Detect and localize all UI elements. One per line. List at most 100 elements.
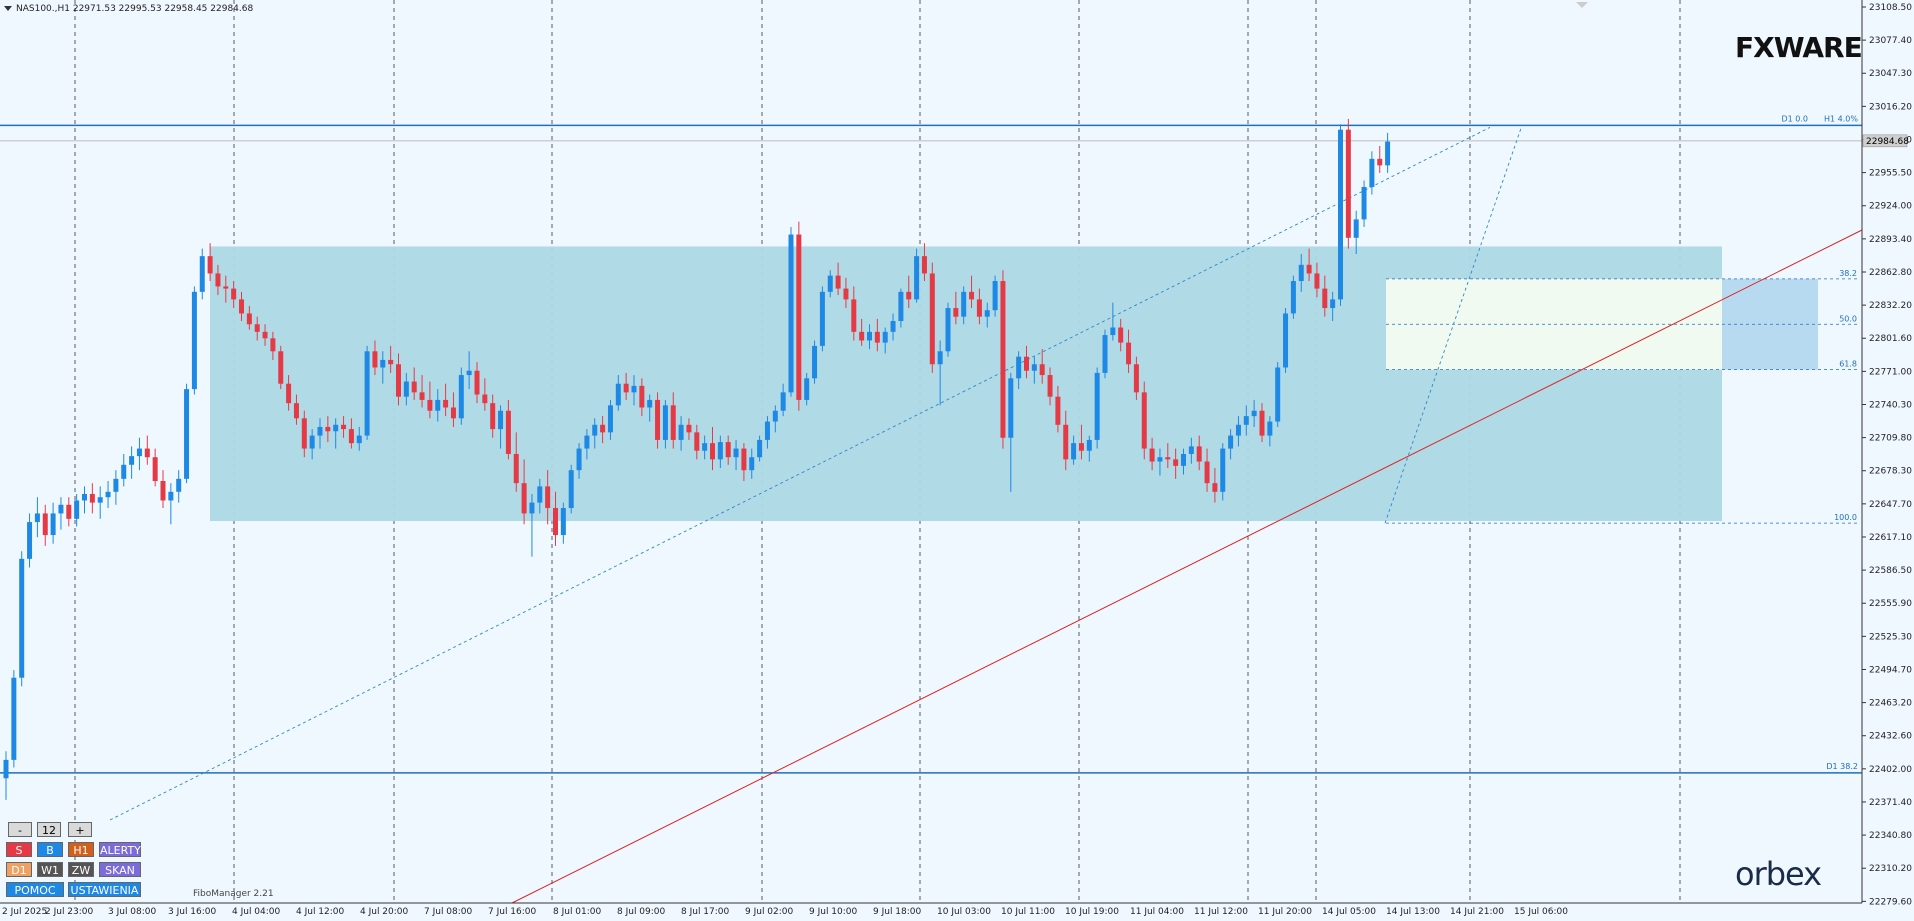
candle-body — [584, 435, 590, 449]
candle-body — [788, 234, 794, 393]
fxware-logo: FXWARE — [1735, 31, 1863, 64]
chart-zones — [210, 246, 1818, 521]
candle-body — [1133, 364, 1139, 393]
candle-body — [1220, 448, 1226, 492]
candle-body — [1330, 299, 1336, 309]
candle-body — [113, 478, 119, 492]
candle-body — [529, 502, 535, 514]
y-tick-label: 23016.20 — [1869, 102, 1912, 112]
candle-body — [1290, 281, 1296, 314]
candle-body — [1243, 416, 1249, 425]
candle-body — [1016, 356, 1022, 379]
level-label: H1 4.0% — [1824, 114, 1858, 123]
dashed-swing-line — [1384, 125, 1523, 524]
candle-body — [1283, 313, 1289, 368]
candle-body — [537, 486, 543, 503]
indicator-label: FiboManager 2.21 — [193, 889, 274, 899]
candle-body — [553, 508, 558, 536]
candle-body — [874, 331, 880, 343]
candle-body — [474, 370, 480, 395]
x-tick-label: 14 Jul 05:00 — [1322, 907, 1376, 917]
y-tick-label: 22586.50 — [1869, 566, 1912, 576]
candle-body — [1314, 273, 1320, 289]
candle-body — [411, 381, 417, 393]
x-tick-label: 14 Jul 13:00 — [1386, 907, 1440, 917]
chart-lines: 38.2 50.0 61.8 100.0 D1 0.0 H1 4.0% D1 38.2 — [0, 114, 1867, 904]
candle-body — [1047, 375, 1053, 397]
candle-body — [129, 456, 135, 465]
candle-body — [435, 399, 441, 411]
candle-body — [780, 392, 786, 411]
candle-body — [191, 291, 197, 390]
x-tick-label: 4 Jul 12:00 — [296, 907, 345, 917]
candle-body — [757, 439, 763, 458]
candle-body — [144, 448, 150, 458]
candle-body — [19, 558, 25, 678]
candle-body — [560, 508, 566, 536]
settings-button[interactable]: USTAWIENIA — [68, 882, 141, 897]
count-field[interactable]: 12 — [37, 822, 61, 837]
candle-body — [1275, 367, 1281, 422]
candle-body — [1086, 439, 1092, 451]
candle-body — [702, 443, 708, 451]
candle-body — [223, 286, 229, 289]
candle-body — [914, 256, 920, 300]
candle-body — [1306, 264, 1312, 274]
candle-body — [929, 273, 935, 365]
candle-body — [725, 442, 731, 458]
w1-button[interactable]: W1 — [37, 862, 63, 877]
candle-body — [1322, 288, 1328, 309]
candle-body — [678, 424, 684, 440]
candle-body — [835, 275, 841, 289]
x-tick-label: 8 Jul 01:00 — [553, 907, 602, 917]
candle-body — [717, 442, 723, 460]
candle-body — [74, 500, 80, 519]
increase-button[interactable]: + — [68, 822, 92, 837]
h1-button[interactable]: H1 — [68, 842, 94, 857]
candle-body — [89, 493, 95, 503]
candle-body — [1063, 424, 1069, 460]
candle-body — [1000, 281, 1006, 438]
y-tick-label: 22494.70 — [1869, 665, 1912, 675]
buy-button[interactable]: B — [37, 842, 63, 857]
candle-body — [607, 405, 613, 433]
candle-body — [827, 275, 833, 292]
help-button[interactable]: POMOC — [6, 882, 64, 897]
y-tick-label: 22402.00 — [1869, 765, 1912, 775]
zw-button[interactable]: ZW — [68, 862, 94, 877]
candle-body — [1149, 448, 1155, 462]
collapse-arrow-icon[interactable] — [4, 6, 12, 11]
scan-button[interactable]: SKAN — [99, 862, 141, 877]
candle-body — [623, 383, 629, 393]
fib-level-label: 50.0 — [1839, 314, 1857, 323]
x-tick-label: 2 Jul 2025 — [2, 907, 47, 917]
decrease-button[interactable]: - — [8, 822, 32, 837]
current-price-tag — [1862, 134, 1908, 148]
d1-button[interactable]: D1 — [6, 862, 32, 877]
candle-body — [184, 389, 190, 479]
candle-body — [592, 424, 598, 436]
candle-body — [898, 291, 904, 322]
candle-body — [136, 448, 142, 457]
x-tick-label: 14 Jul 21:00 — [1450, 907, 1504, 917]
candle-body — [882, 331, 888, 343]
candle-body — [450, 407, 456, 419]
candle-body — [105, 491, 111, 498]
candle-body — [976, 299, 982, 317]
candle-body — [812, 345, 818, 379]
candle-body — [937, 351, 943, 365]
candle-body — [600, 424, 606, 433]
fib-level-label: 61.8 — [1839, 360, 1857, 369]
alerts-button[interactable]: ALERTY — [99, 842, 141, 857]
sell-button[interactable]: S — [6, 842, 32, 857]
x-tick-label: 10 Jul 19:00 — [1065, 907, 1119, 917]
y-tick-label: 22832.20 — [1869, 301, 1912, 311]
candle-body — [851, 299, 857, 332]
x-tick-label: 8 Jul 17:00 — [681, 907, 730, 917]
candle-body — [458, 375, 464, 419]
candle-body — [505, 410, 511, 454]
y-tick-label: 22740.30 — [1869, 400, 1912, 410]
candle-body — [1094, 372, 1100, 440]
